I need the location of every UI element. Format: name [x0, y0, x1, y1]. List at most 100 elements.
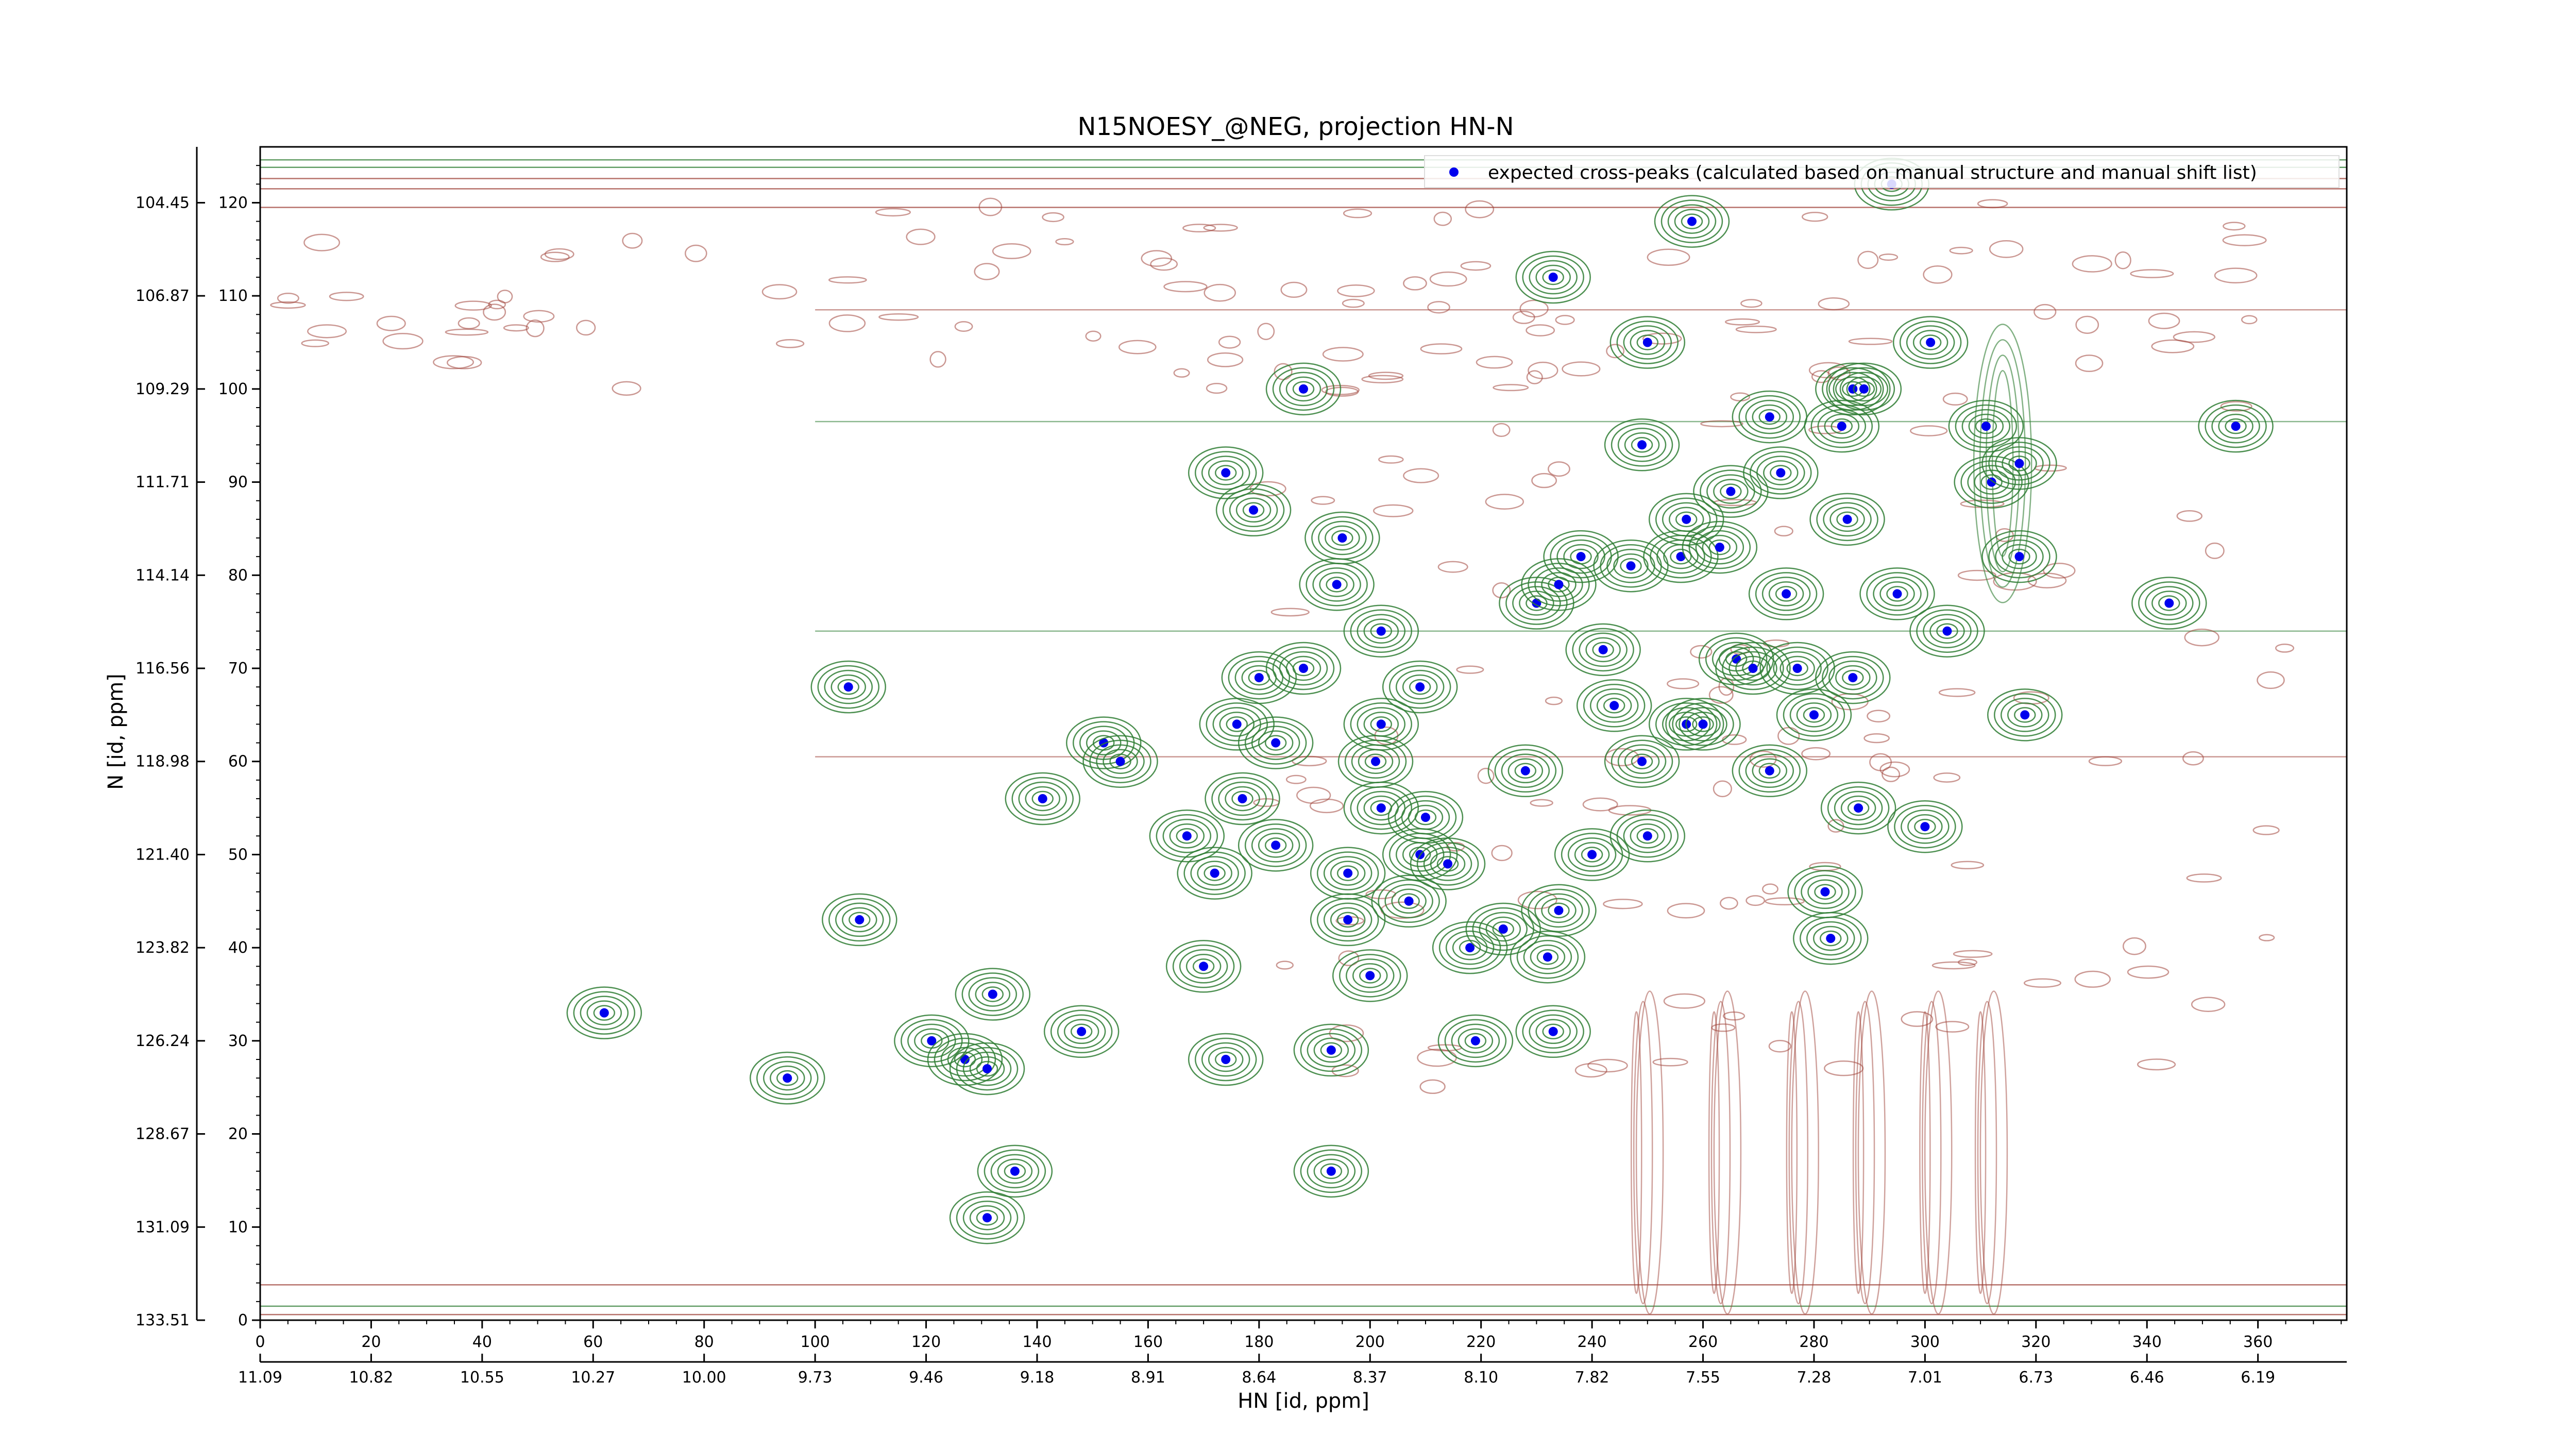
- negative-contour: [1857, 250, 1879, 269]
- y-ppm-tick-label: 131.09: [135, 1218, 190, 1236]
- positive-contour: [1384, 884, 1433, 919]
- positive-contour: [1336, 865, 1359, 881]
- positive-contour: [1043, 1005, 1120, 1058]
- y-index-tick-label: 10: [228, 1218, 248, 1236]
- y-ppm-tick-label: 104.45: [135, 194, 190, 212]
- expected-cross-peak-marker: [1987, 477, 1996, 487]
- positive-contour: [1826, 362, 1902, 416]
- positive-contour: [984, 1149, 1046, 1193]
- x-ppm-tick-label: 8.64: [1242, 1369, 1276, 1387]
- positive-contour: [1954, 456, 2029, 509]
- positive-contour: [1995, 539, 2044, 574]
- negative-contour: [1700, 420, 1743, 428]
- expected-cross-peak-marker: [1299, 384, 1308, 394]
- negative-contour: [1206, 382, 1228, 394]
- positive-contour: [1611, 423, 1673, 467]
- y-ppm-tick-label: 116.56: [135, 660, 190, 678]
- negative-contour: [1603, 899, 1643, 909]
- positive-contour: [1430, 851, 1466, 877]
- positive-contour: [1829, 507, 1865, 532]
- positive-contour: [1994, 693, 2056, 737]
- positive-contour: [1352, 963, 1388, 988]
- positive-contour: [1313, 1158, 1349, 1184]
- negative-contour: [1492, 423, 1511, 437]
- negative-contour: [2184, 628, 2219, 647]
- positive-contour: [1623, 819, 1672, 853]
- expected-cross-peak-marker: [1820, 887, 1830, 897]
- expected-cross-peak-marker: [982, 1213, 992, 1223]
- negative-contour: [301, 339, 329, 347]
- positive-contour: [1803, 707, 1825, 723]
- negative-contour: [1587, 1058, 1628, 1073]
- negative-contour: [1456, 665, 1484, 674]
- negative-contour-streak: [1708, 1011, 1720, 1294]
- negative-contour: [1311, 496, 1335, 505]
- positive-contour: [1343, 604, 1419, 658]
- negative-contour: [1429, 271, 1467, 287]
- positive-contour: [1793, 912, 1869, 965]
- negative-contour: [906, 228, 936, 245]
- negative-contour: [1951, 861, 1985, 870]
- negative-contour: [1526, 324, 1555, 336]
- positive-contour: [1521, 884, 1597, 937]
- expected-cross-peak-marker: [1854, 803, 1863, 813]
- expected-cross-peak-marker: [1859, 384, 1869, 394]
- y-index-tick-label: 100: [218, 380, 248, 398]
- positive-contour: [1988, 442, 2050, 485]
- positive-contour: [1515, 250, 1591, 304]
- positive-contour: [1759, 642, 1835, 695]
- expected-cross-peak-marker: [1609, 701, 1619, 711]
- positive-contour: [1758, 409, 1781, 425]
- positive-contour: [1623, 325, 1672, 360]
- expected-cross-peak-marker: [1343, 868, 1353, 878]
- negative-contour: [457, 317, 480, 330]
- negative-contour: [1531, 473, 1557, 488]
- negative-contour: [483, 304, 506, 321]
- negative-contour: [978, 197, 1003, 216]
- positive-contour: [1579, 632, 1628, 667]
- positive-contour: [1516, 935, 1579, 979]
- expected-cross-peak-marker: [1543, 952, 1552, 962]
- positive-contour: [1814, 884, 1836, 900]
- positive-contour: [1172, 945, 1235, 988]
- positive-contour: [1752, 404, 1788, 430]
- positive-contour: [2145, 586, 2194, 620]
- positive-contour: [1981, 437, 2057, 490]
- positive-contour: [1541, 898, 1577, 923]
- positive-contour: [1070, 1023, 1093, 1040]
- x-index-tick-label: 140: [1022, 1333, 1052, 1351]
- negative-contour: [2075, 315, 2099, 334]
- positive-contour: [1238, 819, 1314, 872]
- positive-contour: [1086, 730, 1122, 755]
- positive-contour: [894, 1014, 970, 1068]
- positive-contour: [1592, 642, 1614, 658]
- cross-peak: [1682, 520, 1758, 574]
- positive-contour: [1402, 674, 1438, 700]
- negative-contour: [2074, 970, 2111, 988]
- positive-contour: [1745, 399, 1794, 434]
- positive-contour: [1522, 255, 1584, 299]
- x-index-tick-label: 20: [361, 1333, 381, 1351]
- negative-contour: [445, 328, 489, 336]
- cross-peak: [1149, 810, 1225, 863]
- negative-contour: [1722, 734, 1747, 745]
- positive-contour: [1543, 530, 1619, 583]
- positive-contour: [1620, 558, 1642, 574]
- expected-cross-peak-marker: [1299, 664, 1308, 673]
- x-index-tick-label: 280: [1799, 1333, 1828, 1351]
- positive-contour: [1292, 660, 1315, 677]
- positive-contour: [1005, 772, 1080, 825]
- positive-contour: [1682, 520, 1758, 574]
- positive-contour: [1887, 800, 1963, 853]
- cross-peak: [1165, 940, 1242, 993]
- cross-peak: [1382, 660, 1458, 714]
- expected-cross-peak-marker: [1326, 1045, 1336, 1055]
- positive-contour: [842, 907, 877, 933]
- y-index-tick-label: 60: [228, 753, 248, 771]
- positive-contour: [1391, 888, 1427, 914]
- positive-contour: [1285, 376, 1321, 402]
- expected-cross-peak-marker: [1343, 915, 1353, 924]
- positive-contour: [1307, 1154, 1356, 1189]
- positive-contour: [1264, 735, 1287, 751]
- x-ppm-tick-label: 6.19: [2241, 1369, 2275, 1387]
